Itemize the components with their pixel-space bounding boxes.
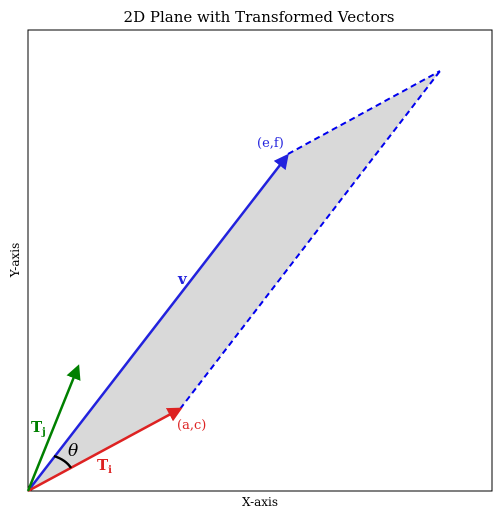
dashed-side-right xyxy=(179,70,441,410)
vector-v-arrow xyxy=(27,153,289,492)
point-ac-label: (a,c) xyxy=(177,418,206,433)
parallelogram-fill xyxy=(28,71,440,491)
vector-ti-label: Ti xyxy=(97,456,112,476)
vector-ti-arrow xyxy=(27,407,183,493)
vector-tj-label-sub: j xyxy=(41,427,46,438)
vector-tj-label: Tj xyxy=(31,418,46,438)
point-ef-label: (e,f) xyxy=(257,136,284,151)
y-axis-label: Y-axis xyxy=(8,243,22,279)
vector-ti-label-main: T xyxy=(97,456,109,474)
theta-label: θ xyxy=(68,441,78,461)
vector-tj-arrow xyxy=(26,364,81,492)
x-axis-label: X-axis xyxy=(242,495,278,509)
angle-arc xyxy=(53,454,73,469)
vector-ti-label-sub: i xyxy=(108,465,112,476)
dashed-side-top xyxy=(287,70,441,155)
vector-tj-label-main: T xyxy=(31,418,43,436)
vector-v-label: v xyxy=(177,270,188,288)
figure-title: 2D Plane with Transformed Vectors xyxy=(124,8,395,26)
